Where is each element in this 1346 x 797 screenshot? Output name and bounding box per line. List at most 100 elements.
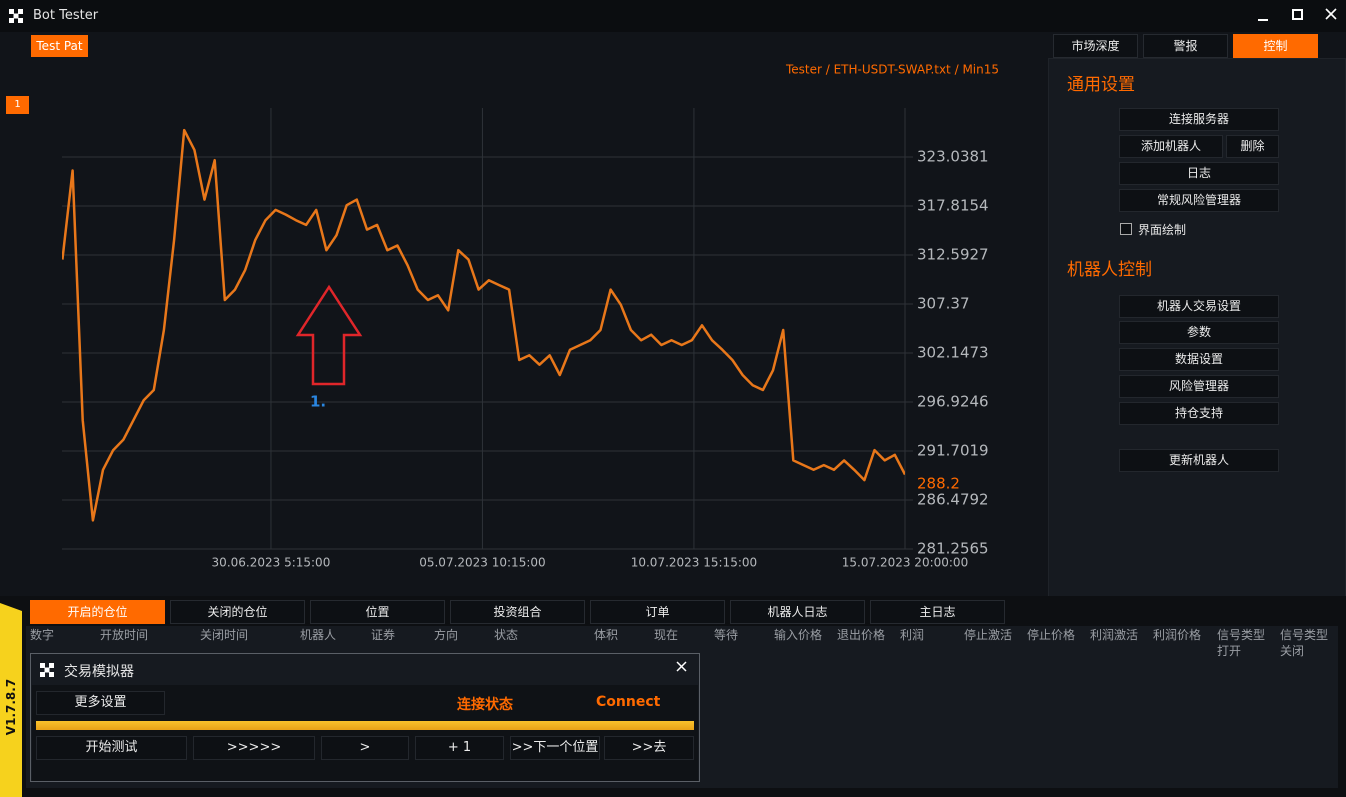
column-header-line: 开放时间	[100, 628, 149, 642]
price-chart: Tester / ETH-USDT-SWAP.txt / Min15 281.2…	[62, 63, 999, 570]
column-header: 利润	[900, 627, 924, 643]
column-header: 数字	[30, 627, 54, 643]
column-header-line: 机器人	[300, 628, 337, 642]
progress-bar	[36, 721, 694, 730]
column-header-line: 输入价格	[774, 628, 823, 642]
column-header-line: 利润价格	[1153, 628, 1202, 642]
column-header: 停止激活	[964, 627, 1012, 643]
x-tick-label: 30.06.2023 5:15:00	[212, 556, 331, 570]
x-tick-label: 05.07.2023 10:15:00	[419, 556, 545, 570]
section-title: 机器人控制	[1067, 260, 1152, 280]
sim-button[interactable]: >	[321, 736, 409, 760]
column-header: 利润激活	[1090, 627, 1138, 643]
y-tick-label: 323.0381	[917, 148, 989, 166]
column-header: 退出价格	[837, 627, 885, 643]
version-strip	[0, 603, 22, 797]
bottom-tab[interactable]: 订单	[590, 600, 725, 624]
column-header: 状态	[494, 627, 518, 643]
column-header-line: 信号类型	[1217, 628, 1266, 642]
bottom-tab[interactable]: 机器人日志	[730, 600, 865, 624]
panel-tab[interactable]: 市场深度	[1053, 34, 1138, 58]
column-header: 信号类型 关闭	[1280, 627, 1328, 659]
sim-button[interactable]: 开始测试	[36, 736, 187, 760]
simulator-window: 交易模拟器 更多设置 连接状态 Connect 开始测试 >>>>> > + 1 >>下…	[30, 653, 700, 782]
title-bar: Bot Tester	[0, 0, 1346, 32]
sim-button[interactable]: >>下一个位置	[510, 736, 600, 760]
robot-button[interactable]: 机器人交易设置	[1119, 295, 1279, 318]
connect-button[interactable]: 连接服务器	[1119, 108, 1279, 131]
price-line	[62, 128, 905, 522]
test-button[interactable]: Test Pat	[31, 35, 88, 57]
chart-title: Tester / ETH-USDT-SWAP.txt / Min15	[785, 63, 999, 77]
column-header-line: 等待	[714, 628, 739, 642]
column-header-line: 利润	[900, 628, 925, 642]
sim-title: 交易模拟器	[64, 664, 134, 680]
y-tick-label: 307.37	[917, 295, 970, 313]
checkbox[interactable]	[1120, 223, 1132, 235]
sim-button[interactable]: >>>>>	[193, 736, 315, 760]
status-label: 连接状态	[457, 697, 513, 713]
y-tick-label: 286.4792	[917, 491, 989, 509]
sim-icon	[40, 663, 54, 677]
column-header-line: 停止价格	[1027, 628, 1076, 642]
column-header-line: 关闭时间	[200, 628, 249, 642]
column-header-line: 关闭	[1280, 644, 1305, 658]
column-header-line: 体积	[594, 628, 619, 642]
robot-button[interactable]: 参数	[1119, 321, 1279, 344]
column-header: 体积	[594, 627, 618, 643]
version: V1.7.8.7	[4, 678, 18, 736]
app-icon	[9, 9, 23, 23]
x-tick-label: 15.07.2023 20:00:00	[842, 556, 968, 570]
window-controls[interactable]	[1250, 6, 1340, 26]
y-tick-label: 291.7019	[917, 442, 989, 460]
y-tick-label: 296.9246	[917, 393, 989, 411]
column-header-line: 数字	[30, 628, 55, 642]
risk-button[interactable]: 常规风险管理器	[1119, 189, 1279, 212]
bottom-tab[interactable]: 开启的仓位	[30, 600, 165, 624]
column-header-line: 打开	[1217, 644, 1242, 658]
column-header: 信号类型 打开	[1217, 627, 1265, 659]
column-header-line: 方向	[434, 628, 459, 642]
add-robot-button[interactable]: 添加机器人	[1119, 135, 1223, 158]
log-button[interactable]: 日志	[1119, 162, 1279, 185]
column-header: 停止价格	[1027, 627, 1075, 643]
more-settings[interactable]: 更多设置	[36, 691, 165, 715]
column-header-line: 信号类型	[1280, 628, 1329, 642]
section-title: 通用设置	[1067, 75, 1135, 95]
sim-button[interactable]: >>去	[604, 736, 694, 760]
y-tick-label: 312.5927	[917, 246, 989, 264]
update-robot-button[interactable]: 更新机器人	[1119, 449, 1279, 472]
panel-tab[interactable]: 警报	[1143, 34, 1228, 58]
y-tick-label: 302.1473	[917, 344, 989, 362]
robot-button[interactable]: 数据设置	[1119, 348, 1279, 371]
column-header-line: 停止激活	[964, 628, 1013, 642]
column-header: 输入价格	[774, 627, 822, 643]
column-header: 开放时间	[100, 627, 148, 643]
robot-button[interactable]: 持仓支持	[1119, 402, 1279, 425]
bottom-tab[interactable]: 位置	[310, 600, 445, 624]
delete-button[interactable]: 删除	[1226, 135, 1279, 158]
checkbox-label[interactable]: 界面绘制	[1138, 223, 1187, 237]
arrow	[295, 284, 363, 386]
column-header: 利润价格	[1153, 627, 1201, 643]
column-header-line: 现在	[654, 628, 679, 642]
side-marker[interactable]: 1	[6, 96, 29, 114]
column-header-line: 状态	[494, 628, 519, 642]
column-header: 关闭时间	[200, 627, 248, 643]
y-tick-label: 317.8154	[917, 197, 989, 215]
sim-close[interactable]	[676, 661, 688, 673]
sim-button[interactable]: + 1	[415, 736, 504, 760]
bottom-tab[interactable]: 关闭的仓位	[170, 600, 305, 624]
robot-button[interactable]: 风险管理器	[1119, 375, 1279, 398]
column-header: 等待	[714, 627, 738, 643]
x-tick-label: 10.07.2023 15:15:00	[631, 556, 757, 570]
bottom-tab[interactable]: 主日志	[870, 600, 1005, 624]
panel-tab[interactable]: 控制	[1233, 34, 1318, 58]
column-header-line: 退出价格	[837, 628, 886, 642]
bottom-tab[interactable]: 投资组合	[450, 600, 585, 624]
y-tick-label: 281.2565	[917, 540, 989, 558]
column-header: 现在	[654, 627, 678, 643]
column-header: 机器人	[300, 627, 336, 643]
column-header: 方向	[434, 627, 458, 643]
